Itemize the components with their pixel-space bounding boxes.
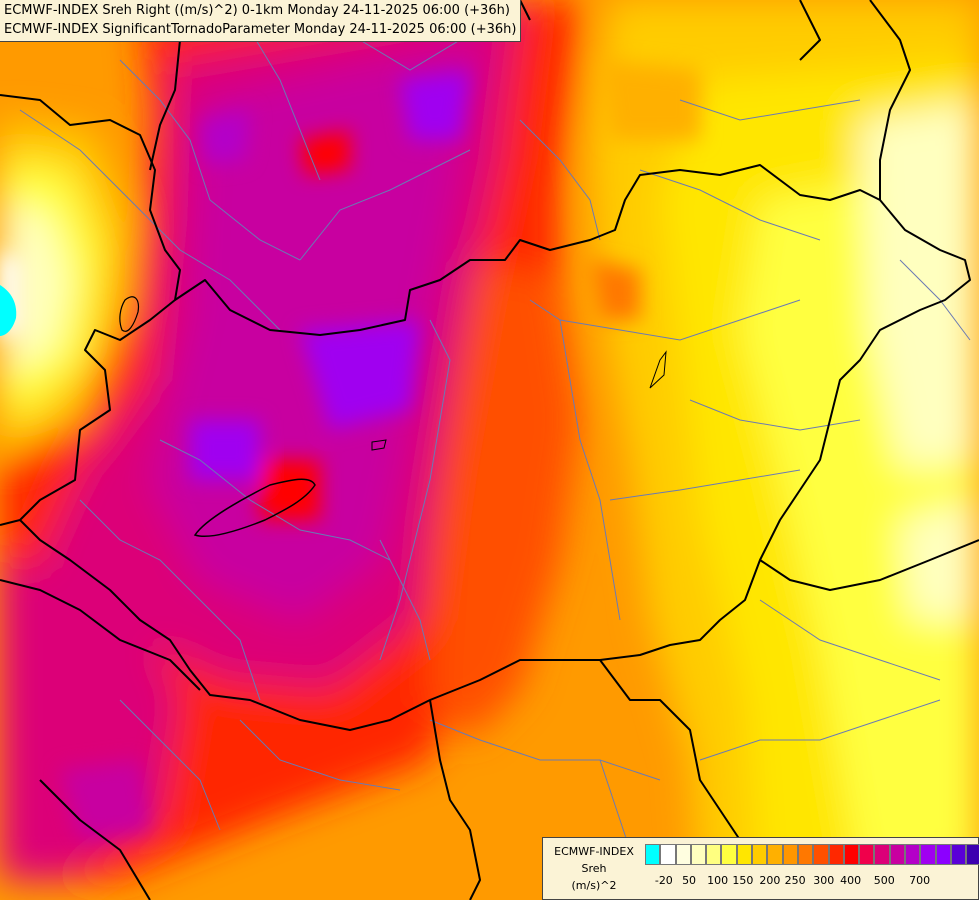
legend-unit-label: (m/s)^2	[571, 879, 617, 892]
legend-tick: 400	[840, 874, 862, 887]
legend-tick: 100	[707, 874, 729, 887]
legend-tick: 700	[909, 874, 931, 887]
legend-swatch	[874, 844, 890, 865]
map-title-box: ECMWF-INDEX Sreh Right ((m/s)^2) 0-1km M…	[0, 0, 522, 42]
legend-swatch	[935, 844, 951, 865]
legend-tick: 300	[813, 874, 835, 887]
legend-param-label: Sreh	[581, 862, 607, 875]
legend-swatch	[920, 844, 936, 865]
legend-swatch	[905, 844, 921, 865]
legend-swatch	[645, 844, 661, 865]
legend-colorbar	[645, 844, 979, 865]
legend-swatch	[813, 844, 829, 865]
legend-swatch	[797, 844, 814, 865]
legend-swatch	[859, 844, 875, 865]
legend-model-label: ECMWF-INDEX	[554, 845, 634, 858]
region-lines	[19, 19, 971, 881]
legend-tick: -20	[654, 874, 673, 887]
field-highlights	[0, 60, 700, 840]
legend-swatch	[660, 844, 676, 865]
legend-swatch	[782, 844, 798, 865]
legend-swatch	[721, 844, 737, 865]
legend-swatch	[767, 844, 783, 865]
legend-tick: 150	[732, 874, 754, 887]
legend-swatch	[889, 844, 906, 865]
map-title-stp: ECMWF-INDEX SignificantTornadoParameter …	[4, 22, 517, 37]
map-title-sreh: ECMWF-INDEX Sreh Right ((m/s)^2) 0-1km M…	[4, 3, 510, 18]
legend-swatch	[966, 844, 979, 865]
lake-neusiedl	[119, 296, 140, 332]
legend-swatch	[950, 844, 967, 865]
legend-tick: 250	[784, 874, 806, 887]
tisza-lake	[649, 350, 667, 389]
legend-tick: 200	[759, 874, 781, 887]
legend-box: ECMWF-INDEX Sreh (m/s)^2 -20 50 100 150 200 2…	[542, 837, 979, 900]
legend-swatch	[675, 844, 691, 865]
legend-swatch	[736, 844, 753, 865]
legend-tick: 50	[682, 874, 697, 887]
legend-swatch	[752, 844, 768, 865]
legend-swatch	[690, 844, 707, 865]
legend-swatch	[843, 844, 860, 865]
small-lake	[371, 439, 387, 451]
lake-balaton	[193, 478, 316, 538]
legend-tick: 500	[873, 874, 895, 887]
legend-swatch	[828, 844, 844, 865]
legend-swatch	[706, 844, 722, 865]
cyan-spot	[0, 285, 17, 336]
